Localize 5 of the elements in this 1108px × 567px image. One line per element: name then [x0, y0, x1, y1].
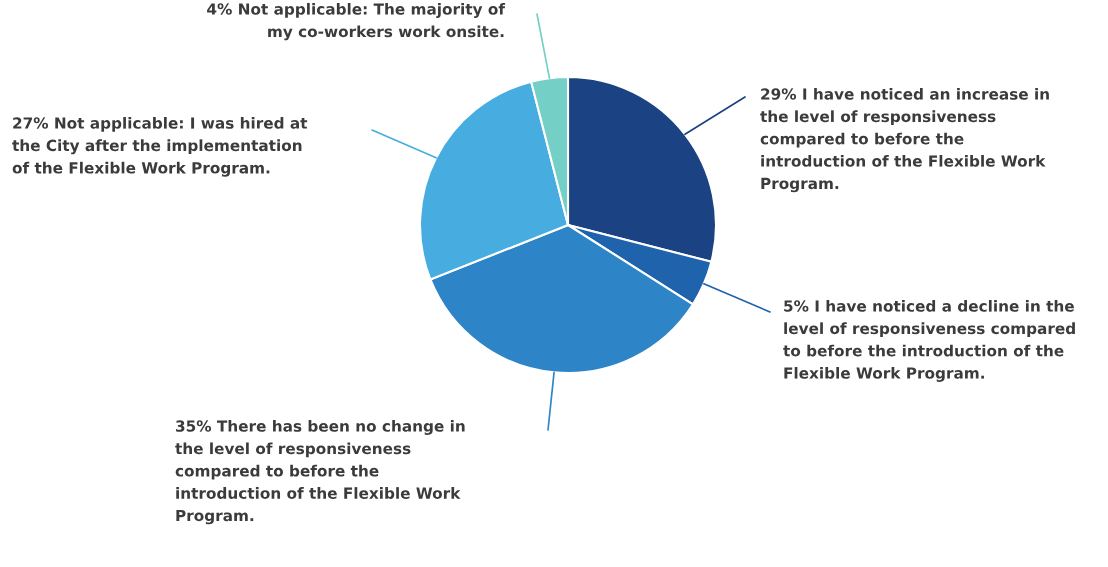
slice-label: 4% Not applicable: The majority of my co-workers work onsite.: [207, 3, 506, 41]
slice-label: 27% Not applicable: I was hired at the City after the implementation of the Flexible Work Program.: [12, 117, 308, 177]
slice-label: 35% There has been no change in the level of responsiveness compared to before the introduction of the Flexible Work Program.: [175, 420, 465, 525]
slice-label: 29% I have noticed an increase in the level of responsiveness compared to before the introduction of the Flexible Work Program.: [760, 88, 1049, 193]
slice-label: 5% I have noticed a decline in the level of responsiveness compared to before the introduction of the Flexible Work Program.: [783, 300, 1075, 382]
